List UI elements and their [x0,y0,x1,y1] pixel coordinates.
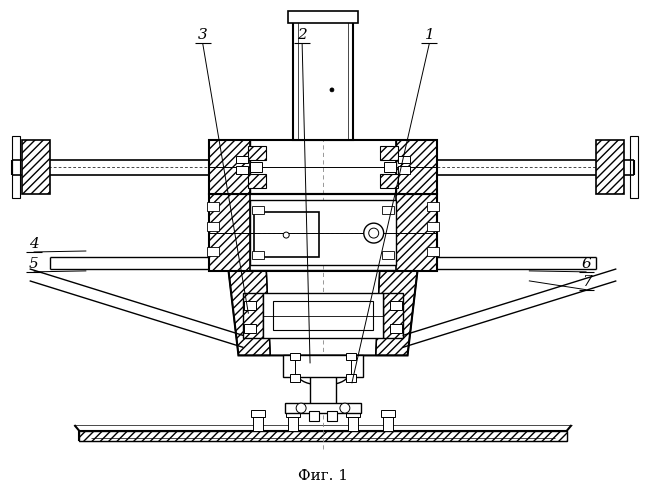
Circle shape [296,403,306,413]
Bar [293,15,353,140]
Bar [384,163,395,173]
Text: 7: 7 [581,275,591,289]
Bar [348,417,358,431]
Bar [286,410,300,417]
Bar [79,431,567,441]
Polygon shape [376,271,417,355]
Bar [395,140,437,194]
Bar [253,417,264,431]
Text: 6: 6 [581,257,591,271]
Bar [382,206,393,214]
Bar [346,353,356,360]
Bar [244,301,256,310]
Bar [390,301,402,310]
Bar [380,146,397,160]
Bar [236,156,249,164]
Bar [209,140,437,194]
Bar [207,222,218,231]
Circle shape [330,88,334,92]
Bar [428,247,439,256]
Bar [253,206,264,214]
Bar [380,410,395,417]
Bar [327,411,337,421]
Bar [309,411,319,421]
Bar [249,175,266,188]
Circle shape [340,403,350,413]
Text: 3: 3 [198,28,207,42]
Bar [596,140,624,194]
Polygon shape [229,271,270,355]
Bar [288,11,358,23]
Bar [310,358,336,411]
Bar [273,301,373,329]
Bar [290,374,300,382]
Bar [346,410,360,417]
Bar [428,202,439,211]
Bar [251,410,266,417]
Bar [209,194,437,271]
Bar [290,353,300,360]
Bar [209,140,251,194]
Bar [397,156,410,164]
Circle shape [283,232,289,238]
Bar [382,293,402,337]
Bar [390,323,402,332]
Bar [286,403,360,413]
Bar [244,293,264,337]
Bar [380,175,397,188]
Bar [251,200,395,265]
Text: 4: 4 [28,237,39,251]
Circle shape [369,228,379,238]
Bar [288,417,298,431]
Bar [382,417,393,431]
Bar [22,140,50,194]
Bar [253,251,264,259]
Text: 1: 1 [424,28,434,42]
Bar [244,323,256,332]
Bar [283,355,363,377]
Bar [209,194,251,271]
Bar [255,212,319,257]
Bar [249,146,266,160]
Bar [395,194,437,271]
Text: 5: 5 [28,257,39,271]
Bar [428,222,439,231]
Bar [12,136,19,198]
Bar [397,167,410,175]
Text: Фиг. 1: Фиг. 1 [298,469,348,483]
Circle shape [364,223,384,243]
Bar [236,167,249,175]
Bar [207,202,218,211]
Bar [382,251,393,259]
Bar [630,136,638,198]
Bar [264,293,382,337]
Bar [346,374,356,382]
Text: 2: 2 [297,28,307,42]
Bar [298,20,348,140]
Bar [251,163,262,173]
Bar [207,247,218,256]
